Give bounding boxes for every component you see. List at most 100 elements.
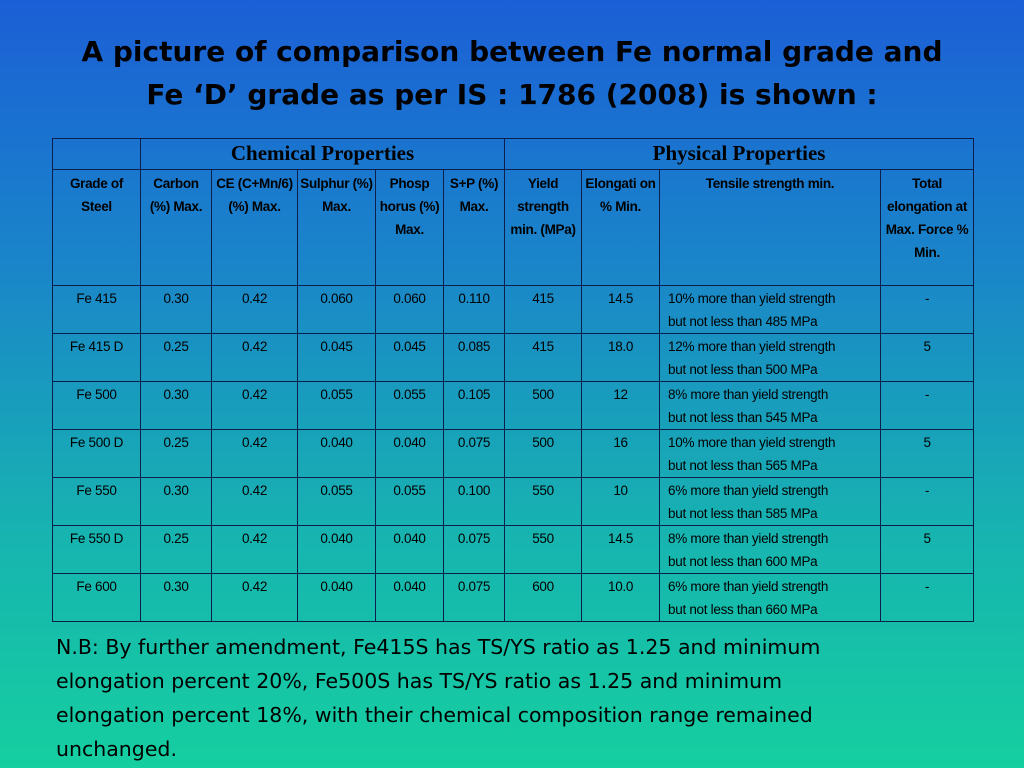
cell-grade: Fe 600 xyxy=(52,573,141,622)
footnote-line-4: unchanged. xyxy=(56,737,177,761)
comparison-table-container: Chemical Properties Physical Properties … xyxy=(52,138,975,622)
cell-tensile-strength: 6% more than yield strength but not less … xyxy=(659,477,882,526)
column-header: Elongati on % Min. xyxy=(581,169,661,286)
cell-sp: 0.075 xyxy=(442,429,506,478)
table-row: Fe 500 0.30 0.42 0.055 0.055 0.105 500 12 8% mor… xyxy=(52,381,975,430)
column-header: CE (C+Mn/6) (%) Max. xyxy=(211,169,298,286)
cell-yield: 600 xyxy=(504,573,583,622)
cell-ce: 0.42 xyxy=(211,285,298,334)
cell-tensile-strength: 10% more than yield strength but not less… xyxy=(659,429,882,478)
cell-ce: 0.42 xyxy=(211,573,298,622)
cell-sulphur: 0.055 xyxy=(297,381,376,430)
cell-total: - xyxy=(880,573,975,622)
cell-total: - xyxy=(880,381,975,430)
cell-sp: 0.075 xyxy=(442,525,506,574)
cell-carbon: 0.30 xyxy=(140,573,212,622)
cell-elongation: 16 xyxy=(581,429,661,478)
cell-yield: 415 xyxy=(504,333,583,382)
cell-tensile-strength: 12% more than yield strength but not less… xyxy=(659,333,882,382)
cell-sulphur: 0.040 xyxy=(297,429,376,478)
cell-tensile-line: but not less than 545 MPa xyxy=(668,410,818,425)
cell-total: 5 xyxy=(880,333,975,382)
column-header: Total elongation at Max. Force % Min. xyxy=(880,169,975,286)
cell-yield: 500 xyxy=(504,381,583,430)
column-header: Grade of Steel xyxy=(52,169,141,286)
group-header-empty xyxy=(52,138,141,170)
cell-yield: 415 xyxy=(504,285,583,334)
table-row: Fe 550 0.30 0.42 0.055 0.055 0.100 550 10 6% mor… xyxy=(52,477,975,526)
cell-sp: 0.085 xyxy=(442,333,506,382)
cell-ce: 0.42 xyxy=(211,477,298,526)
column-header: Yield strength min. (MPa) xyxy=(504,169,583,286)
cell-grade: Fe 500 D xyxy=(52,429,141,478)
cell-phosphorus: 0.040 xyxy=(375,573,444,622)
column-header: Phosp horus (%) Max. xyxy=(375,169,444,286)
cell-phosphorus: 0.040 xyxy=(375,429,444,478)
cell-ce: 0.42 xyxy=(211,429,298,478)
cell-sp: 0.075 xyxy=(442,573,506,622)
cell-sulphur: 0.045 xyxy=(297,333,376,382)
cell-tensile-line: 10% more than yield strength xyxy=(668,291,836,306)
table-row: Fe 500 D 0.25 0.42 0.040 0.040 0.075 500 16 10% … xyxy=(52,429,975,478)
comparison-table: Chemical Properties Physical Properties … xyxy=(52,138,975,622)
footnote-line-1: N.B: By further amendment, Fe415S has TS… xyxy=(56,635,821,659)
group-header-row: Chemical Properties Physical Properties xyxy=(52,138,975,170)
cell-tensile-line: 8% more than yield strength xyxy=(668,531,829,546)
cell-carbon: 0.25 xyxy=(140,525,212,574)
cell-tensile-line: but not less than 660 MPa xyxy=(668,602,818,617)
cell-phosphorus: 0.040 xyxy=(375,525,444,574)
cell-sp: 0.105 xyxy=(442,381,506,430)
footnote-line-3: elongation percent 18%, with their chemi… xyxy=(56,703,813,727)
cell-tensile-line: but not less than 485 MPa xyxy=(668,314,818,329)
cell-total: - xyxy=(880,477,975,526)
cell-carbon: 0.30 xyxy=(140,381,212,430)
cell-sp: 0.110 xyxy=(442,285,506,334)
cell-grade: Fe 415 D xyxy=(52,333,141,382)
cell-phosphorus: 0.055 xyxy=(375,477,444,526)
group-header-physical: Physical Properties xyxy=(504,138,975,170)
cell-elongation: 10 xyxy=(581,477,661,526)
group-header-chemical: Chemical Properties xyxy=(139,138,506,170)
cell-tensile-line: 10% more than yield strength xyxy=(668,435,836,450)
cell-elongation: 10.0 xyxy=(581,573,661,622)
cell-sulphur: 0.040 xyxy=(297,573,376,622)
cell-phosphorus: 0.055 xyxy=(375,381,444,430)
cell-total: 5 xyxy=(880,429,975,478)
cell-tensile-line: but not less than 500 MPa xyxy=(668,362,818,377)
slide-title-line-1: A picture of comparison between Fe norma… xyxy=(81,35,943,68)
footnote: N.B: By further amendment, Fe415S has TS… xyxy=(56,630,976,766)
cell-carbon: 0.30 xyxy=(140,477,212,526)
column-header: S+P (%) Max. xyxy=(442,169,506,286)
table-row: Fe 415 D 0.25 0.42 0.045 0.045 0.085 415 18.0 12… xyxy=(52,333,975,382)
cell-yield: 550 xyxy=(504,477,583,526)
cell-yield: 550 xyxy=(504,525,583,574)
footnote-line-2: elongation percent 20%, Fe500S has TS/YS… xyxy=(56,669,783,693)
column-header-row: Grade of Steel Carbon (%) Max. CE (C+Mn/6)… xyxy=(52,169,975,286)
cell-tensile-line: but not less than 600 MPa xyxy=(668,554,818,569)
slide-title-line-2: Fe ‘D’ grade as per IS : 1786 (2008) is … xyxy=(146,78,878,111)
column-header: Sulphur (%) Max. xyxy=(297,169,376,286)
cell-grade: Fe 415 xyxy=(52,285,141,334)
cell-ce: 0.42 xyxy=(211,381,298,430)
cell-phosphorus: 0.060 xyxy=(375,285,444,334)
cell-carbon: 0.25 xyxy=(140,429,212,478)
cell-grade: Fe 500 xyxy=(52,381,141,430)
table-row: Fe 550 D 0.25 0.42 0.040 0.040 0.075 550 14.5 8%… xyxy=(52,525,975,574)
cell-ce: 0.42 xyxy=(211,333,298,382)
cell-tensile-line: 6% more than yield strength xyxy=(668,483,829,498)
cell-tensile-line: 12% more than yield strength xyxy=(668,339,836,354)
cell-elongation: 18.0 xyxy=(581,333,661,382)
cell-grade: Fe 550 D xyxy=(52,525,141,574)
cell-total: 5 xyxy=(880,525,975,574)
cell-tensile-strength: 6% more than yield strength but not less … xyxy=(659,573,882,622)
cell-tensile-line: but not less than 585 MPa xyxy=(668,506,818,521)
table-body: Chemical Properties Physical Properties … xyxy=(52,138,975,622)
cell-tensile-strength: 8% more than yield strength but not less … xyxy=(659,525,882,574)
cell-sulphur: 0.055 xyxy=(297,477,376,526)
column-header: Tensile strength min. xyxy=(659,169,882,286)
cell-tensile-line: 8% more than yield strength xyxy=(668,387,829,402)
cell-elongation: 14.5 xyxy=(581,285,661,334)
cell-tensile-line: 6% more than yield strength xyxy=(668,579,829,594)
cell-sulphur: 0.040 xyxy=(297,525,376,574)
cell-tensile-line: but not less than 565 MPa xyxy=(668,458,818,473)
